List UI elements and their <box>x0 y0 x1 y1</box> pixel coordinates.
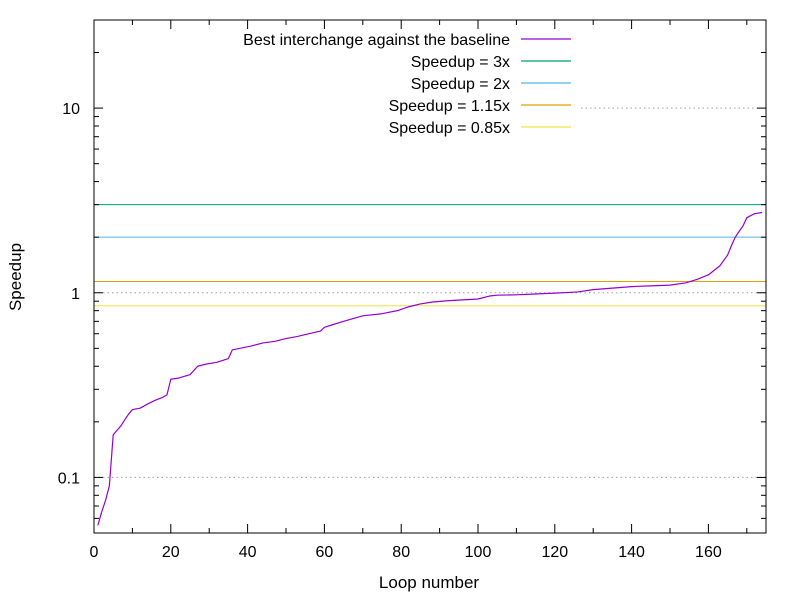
x-tick-label: 140 <box>618 544 645 561</box>
x-tick-label: 80 <box>392 544 410 561</box>
plot-frame <box>93 19 767 534</box>
x-tick-label: 60 <box>316 544 334 561</box>
legend-label: Speedup = 1.15x <box>389 98 510 115</box>
legend-label: Speedup = 3x <box>411 54 510 71</box>
legend-label: Speedup = 2x <box>411 76 510 93</box>
legend: Best interchange against the baseline Spe… <box>243 32 571 137</box>
x-axis-label: Loop number <box>379 573 480 592</box>
x-tick-label: 100 <box>465 544 492 561</box>
x-tick-label: 120 <box>541 544 568 561</box>
x-tick-label: 40 <box>239 544 257 561</box>
y-tick-label: 0.1 <box>58 470 80 487</box>
y-axis-label: Speedup <box>6 243 25 311</box>
x-tick-label: 0 <box>90 544 99 561</box>
x-tick-label: 160 <box>695 544 722 561</box>
legend-label: Speedup = 0.85x <box>389 120 510 137</box>
series-line-speedup <box>97 211 763 526</box>
y-tick-label: 1 <box>71 286 80 303</box>
data-series <box>97 211 763 526</box>
x-tick-label: 20 <box>162 544 180 561</box>
legend-label: Best interchange against the baseline <box>243 32 510 49</box>
y-tick-label: 10 <box>62 101 80 118</box>
grid-layer <box>94 107 766 478</box>
reference-lines <box>94 204 766 307</box>
